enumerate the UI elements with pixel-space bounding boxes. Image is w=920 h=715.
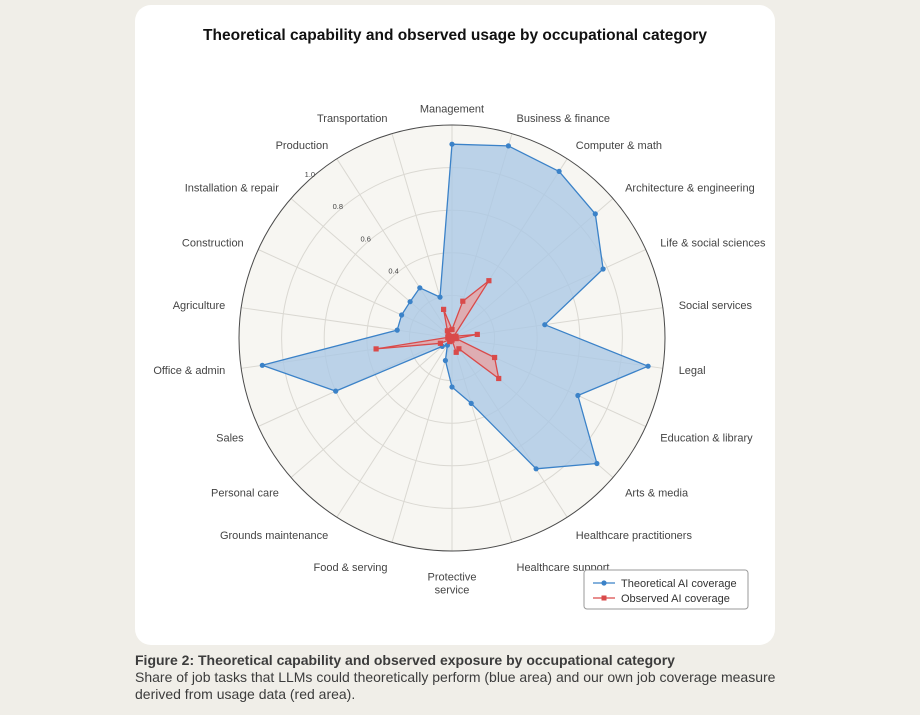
data-point-theoretical <box>594 460 600 467</box>
data-point-observed <box>496 375 502 382</box>
category-label: Social services <box>679 300 753 312</box>
category-label: Architecture & engineering <box>625 183 755 195</box>
data-point-observed <box>453 349 459 355</box>
data-point-observed <box>446 332 452 338</box>
tick-label: 1.0 <box>305 170 315 179</box>
outer-ring <box>238 124 666 552</box>
data-point-observed <box>441 306 447 312</box>
tick-label: 0.4 <box>388 267 398 276</box>
legend-label-theoretical: Theoretical AI coverage <box>621 578 737 590</box>
data-point-theoretical <box>533 466 539 472</box>
category-label-line: service <box>435 585 470 597</box>
grid-spoke-15 <box>290 337 453 478</box>
category-label: Business & finance <box>517 113 611 125</box>
category-label: Construction <box>182 237 244 249</box>
category-label: Computer & math <box>576 140 662 152</box>
data-point-theoretical <box>417 285 423 291</box>
data-point-theoretical <box>505 143 511 149</box>
data-point-theoretical <box>437 294 443 300</box>
data-point-observed <box>444 328 450 334</box>
category-label: Legal <box>679 365 706 377</box>
category-label: Grounds maintenance <box>220 530 328 542</box>
data-point-observed <box>453 336 459 342</box>
data-point-theoretical <box>556 168 562 174</box>
chart-title: Theoretical capability and observed usag… <box>203 27 707 44</box>
caption-body: Share of job tasks that LLMs could theor… <box>135 669 776 702</box>
data-point-observed <box>460 298 466 304</box>
data-point-observed <box>456 346 462 352</box>
category-label: Life & social sciences <box>660 237 766 249</box>
legend-box <box>583 569 749 610</box>
figure-caption: Figure 2: Theoretical capability and obs… <box>135 652 795 703</box>
grid-spoke-13 <box>391 337 453 543</box>
category-label: Protective service <box>428 572 477 597</box>
caption-title: Figure 2: Theoretical capability and obs… <box>135 652 675 668</box>
data-point-theoretical <box>442 357 448 364</box>
data-point-observed <box>486 278 492 284</box>
radar-series <box>259 141 651 472</box>
data-point-theoretical <box>592 211 598 217</box>
radar-chart: Theoretical capability and observed usag… <box>153 27 766 610</box>
category-label: Education & library <box>660 433 753 445</box>
category-label: Office & admin <box>153 365 225 377</box>
data-point-theoretical <box>333 388 339 394</box>
data-point-theoretical <box>449 384 455 390</box>
data-point-theoretical <box>259 362 265 368</box>
chart-legend: Theoretical AI coverage Observed AI cove… <box>583 569 749 610</box>
data-point-theoretical <box>407 299 413 305</box>
category-label: Agriculture <box>173 300 226 312</box>
tick-label: 0.6 <box>360 234 370 243</box>
grid-spoke-14 <box>336 337 453 518</box>
category-label: Healthcare practitioners <box>576 530 693 542</box>
data-point-observed <box>492 354 498 361</box>
data-point-observed <box>449 326 455 333</box>
category-labels: Management Business & finance Computer & m… <box>153 104 766 597</box>
category-label: Sales <box>216 433 244 445</box>
data-point-theoretical <box>394 327 400 333</box>
category-label-line: Protective <box>428 572 477 584</box>
data-point-theoretical <box>449 141 455 147</box>
chart-card: Theoretical capability and observed usag… <box>135 5 775 645</box>
data-point-observed <box>474 331 480 337</box>
data-point-theoretical <box>600 266 606 272</box>
category-label: Transportation <box>317 113 388 125</box>
data-point-theoretical <box>468 400 474 406</box>
data-point-observed <box>437 340 443 346</box>
data-point-theoretical <box>399 312 405 318</box>
category-label: Management <box>420 104 484 116</box>
category-label: Production <box>276 140 329 152</box>
data-point-theoretical <box>575 392 581 399</box>
legend-marker-theoretical <box>601 580 607 586</box>
category-label: Personal care <box>211 488 279 500</box>
radial-tick-labels: 0.4 0.6 0.8 1.0 <box>305 170 399 276</box>
legend-label-observed: Observed AI coverage <box>621 593 730 605</box>
data-point-theoretical <box>542 322 548 328</box>
category-label: Arts & media <box>625 488 689 500</box>
tick-label: 0.8 <box>333 202 343 211</box>
legend-marker-observed <box>601 595 607 601</box>
data-point-observed <box>373 346 379 352</box>
category-label: Food & serving <box>314 562 388 574</box>
data-point-theoretical <box>645 363 651 369</box>
category-label: Installation & repair <box>185 183 279 195</box>
